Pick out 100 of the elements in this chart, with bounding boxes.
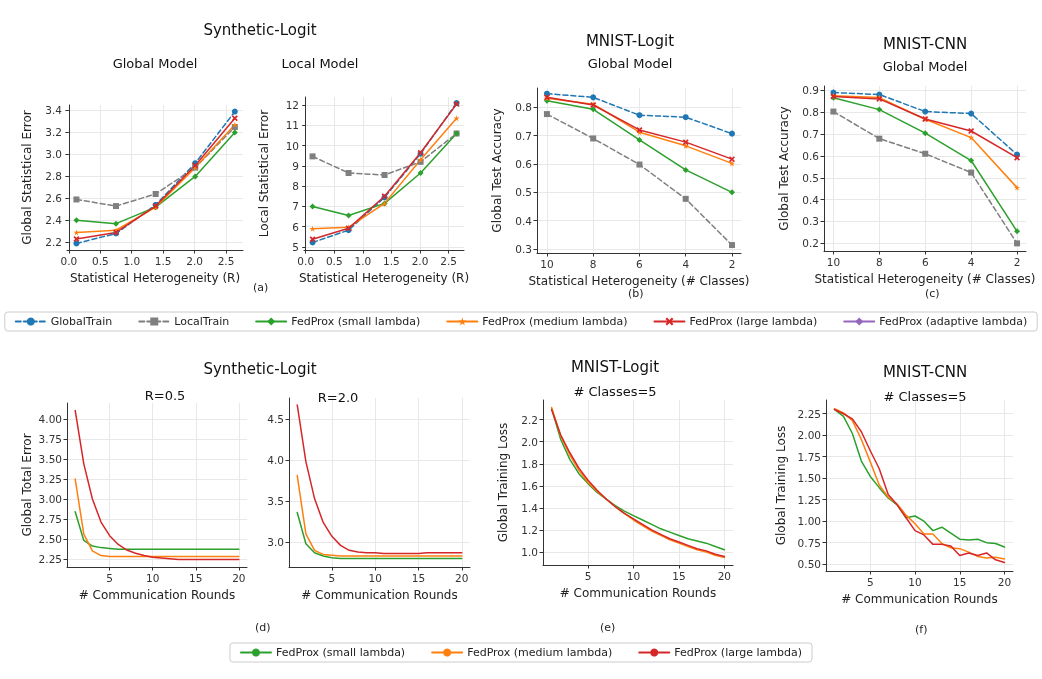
x-tick-label: 2.0 [411,254,429,267]
y-tick-label: 3.00 [38,492,62,505]
x-tick-label: 2.5 [440,254,457,267]
y-tick-label: 1.8 [521,457,538,470]
text: (f) [915,623,928,636]
x-tick-label: 1.5 [383,254,400,267]
legend-label: LocalTrain [174,315,230,328]
chart-title: R=2.0 [317,390,359,405]
y-tick-label: 3.50 [38,453,62,466]
x-tick-label: 10 [540,257,554,270]
x-tick-label: 2 [1013,255,1021,268]
y-tick-label: 0.50 [797,558,821,571]
y-tick-label: 2.2 [45,236,62,249]
y-tick-label: 0.3 [802,215,819,228]
legend-label: FedProx (medium lambda) [467,646,613,659]
y-axis-title: Global Statistical Error [20,110,34,245]
y-tick-label: 2.25 [797,407,821,420]
y-tick-label: 0.7 [515,129,532,142]
y-tick-label: 0.4 [515,214,533,227]
y-axis-title: Global Training Loss [773,425,788,546]
y-tick-label: 3.0 [45,148,62,161]
y-axis-title: Global Test Accuracy [777,106,791,231]
x-tick-label: 2.5 [217,254,235,267]
y-axis-title: Global Total Error [20,433,34,537]
legend-label: GlobalTrain [50,315,113,328]
x-tick-label: 1.5 [154,254,172,267]
y-axis-title: Global Test Accuracy [490,108,504,233]
y-tick-label: 0.4 [802,193,820,206]
x-axis-title: Statistical Heterogeneity (R) [69,271,241,285]
x-axis-title: # Communication Rounds [301,588,458,602]
y-tick-label: 4.0 [267,453,284,466]
y-tick-label: 0.5 [802,171,819,184]
x-tick-label: 5 [106,571,113,584]
y-tick-label: 1.0 [521,545,538,558]
x-axis-title: # Communication Rounds [559,586,717,600]
x-tick-label: 8 [875,255,883,268]
y-axis-title: Global Training Loss [496,422,510,543]
x-tick-label: 20 [997,575,1012,588]
text: (a) [253,281,269,294]
y-tick-label: 0.6 [802,149,820,162]
text: (c) [925,287,940,300]
y-tick-label: 0.8 [802,106,819,119]
chart-title: Synthetic-Logit [203,359,317,378]
y-tick-label: 3.2 [45,126,62,139]
y-tick-label: 2.8 [45,170,62,183]
x-axis-title: Statistical Heterogeneity (# Classes) [814,272,1036,286]
y-tick-label: 1.00 [797,515,821,528]
x-tick-label: 10 [826,255,841,268]
x-tick-label: 15 [411,571,426,584]
x-axis-title: Statistical Heterogeneity (# Classes) [528,274,750,288]
legend-label: FedProx (large lambda) [689,315,818,328]
x-tick-label: 1.0 [123,254,141,267]
x-axis-title: # Communication Rounds [78,588,236,602]
x-tick-label: 10 [146,571,160,584]
legend-label: FedProx (medium lambda) [482,315,628,328]
x-tick-label: 5 [866,575,874,588]
y-tick-label: 2.25 [38,552,62,565]
y-tick-label: 9 [292,159,299,172]
x-tick-label: 4 [682,257,690,270]
y-tick-label: 2.50 [38,532,62,545]
y-tick-label: 1.6 [521,479,539,492]
x-tick-label: 15 [189,571,203,584]
text: (e) [600,621,616,634]
y-tick-label: 3.0 [267,536,284,549]
y-tick-label: 1.25 [797,493,821,506]
y-tick-label: 5 [292,240,299,253]
chart-title: Synthetic-Logit [203,20,317,39]
legend-label: FedProx (small lambda) [291,315,421,328]
y-tick-label: 11 [285,119,299,132]
chart-title: Local Model [281,56,359,71]
y-tick-label: 3.4 [45,104,63,117]
chart-title: MNIST-CNN [882,362,968,381]
chart-subtitle: # Classes=5 [573,384,657,399]
legend-label: FedProx (adaptive lambda) [879,315,1028,328]
y-tick-label: 0.8 [515,101,532,114]
x-tick-label: 15 [672,569,686,582]
x-tick-label: 8 [589,257,597,270]
x-tick-label: 2 [728,257,736,270]
y-tick-label: 1.75 [797,450,821,463]
y-tick-label: 1.4 [521,501,539,514]
chart-title: MNIST-Logit [585,31,675,50]
text: (d) [255,621,271,634]
y-tick-label: 2.75 [38,512,62,525]
x-tick-label: 0.0 [60,254,78,267]
y-tick-label: 12 [285,99,299,112]
x-tick-label: 2.0 [186,254,203,267]
chart-title: MNIST-CNN [882,34,968,53]
x-tick-label: 1.0 [354,254,372,267]
x-tick-label: 10 [908,575,922,588]
x-tick-label: 4 [967,255,975,268]
y-tick-label: 0.6 [515,157,533,170]
chart-subtitle: # Classes=5 [883,389,967,404]
y-tick-label: 8 [292,180,299,193]
y-tick-label: 0.75 [797,536,821,549]
x-axis-title: # Communication Rounds [841,592,998,606]
y-tick-label: 3.75 [38,433,62,446]
y-tick-label: 7 [292,200,299,213]
chart-subtitle: Global Model [587,56,673,71]
x-tick-label: 0.5 [91,254,109,267]
y-tick-label: 3.5 [267,495,284,508]
